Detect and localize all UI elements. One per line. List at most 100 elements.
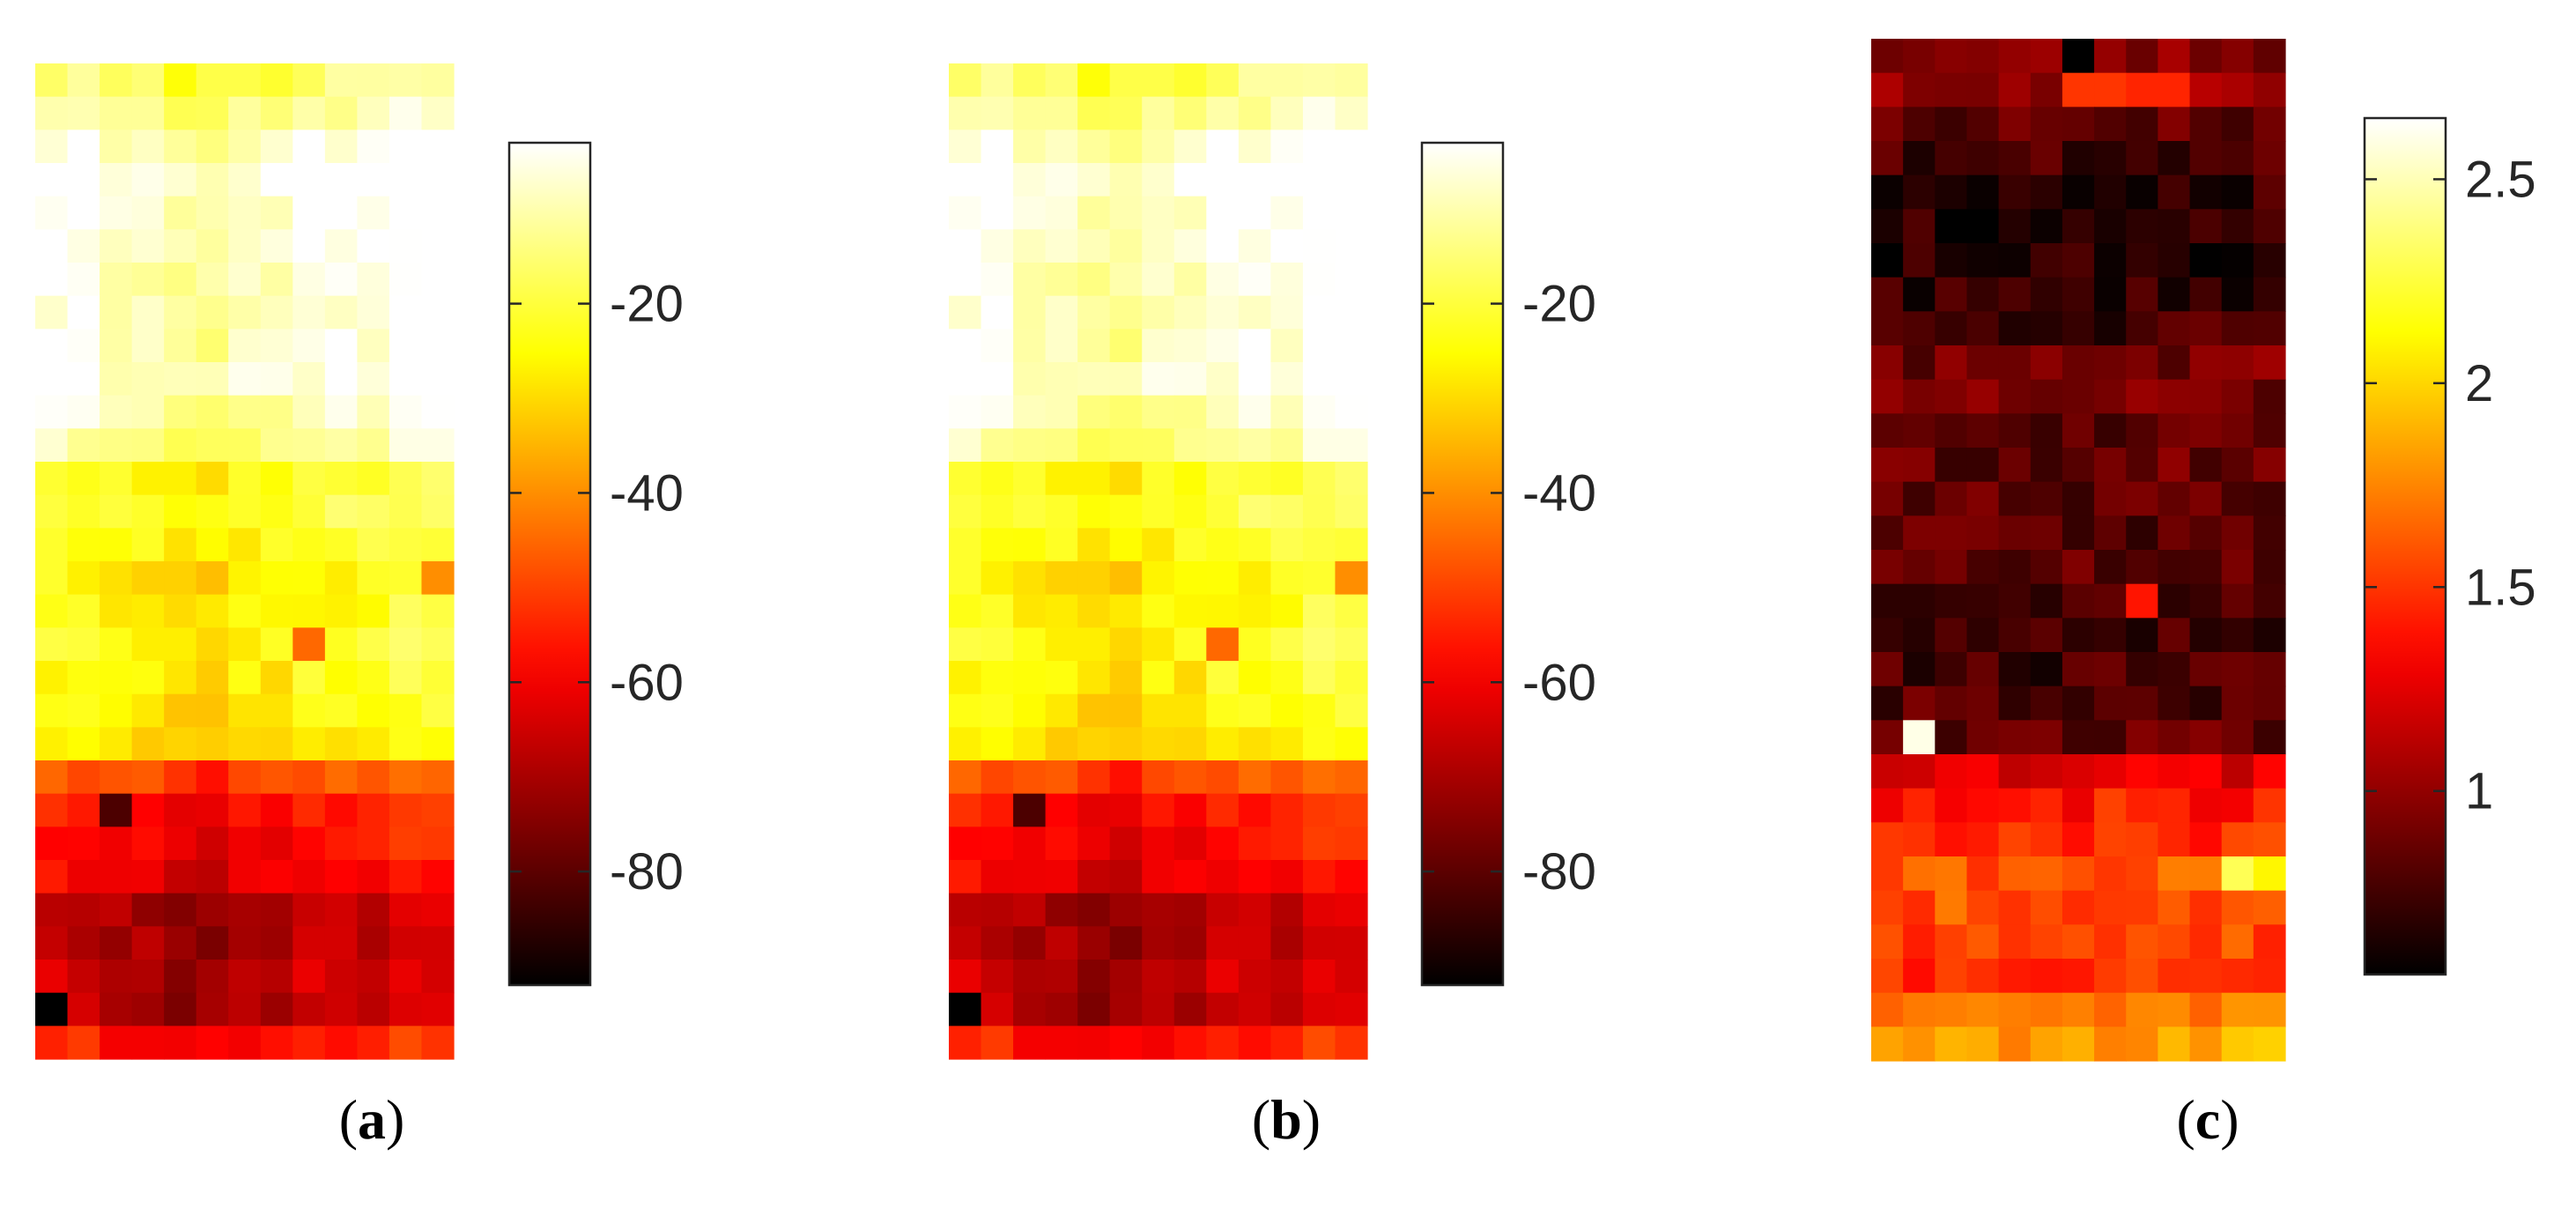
heatmap-cell	[324, 1026, 358, 1060]
heatmap-cell	[1335, 130, 1368, 164]
heatmap-cell	[1173, 395, 1207, 429]
heatmap-cell	[1077, 295, 1111, 330]
heatmap-cell	[1206, 760, 1240, 795]
heatmap-cell	[196, 428, 229, 463]
heatmap-cell	[35, 627, 69, 662]
heatmap-cell	[1206, 893, 1240, 927]
heatmap-cell	[2094, 754, 2127, 789]
heatmap-cell	[1142, 196, 1175, 230]
heatmap-cell	[357, 96, 390, 130]
heatmap-cell	[1077, 362, 1111, 397]
heatmap-cell	[164, 528, 197, 562]
heatmap-cell	[1302, 693, 1336, 728]
heatmap-cell	[981, 693, 1014, 728]
heatmap-cell	[228, 594, 262, 628]
heatmap-cell	[1109, 893, 1143, 927]
heatmap-cell	[981, 295, 1014, 330]
heatmap-cell	[1935, 550, 1968, 585]
heatmap-cell	[2253, 720, 2286, 755]
heatmap-cell	[2126, 107, 2158, 142]
heatmap-cell	[1871, 788, 1904, 823]
heatmap-cell	[981, 1026, 1014, 1060]
heatmap-cell	[421, 263, 455, 297]
heatmap-cell	[260, 63, 293, 98]
heatmap-cell	[1238, 263, 1271, 297]
heatmap-cell	[2189, 856, 2223, 892]
heatmap-cell	[421, 594, 455, 628]
heatmap-cell	[2158, 107, 2191, 142]
heatmap-cell	[2158, 481, 2191, 516]
heatmap-cell	[357, 163, 390, 197]
heatmap-cell	[2158, 448, 2191, 483]
heatmap-cell	[421, 893, 455, 927]
heatmap-cell	[949, 163, 982, 197]
heatmap-cell	[421, 428, 455, 463]
heatmap-cell	[228, 163, 262, 197]
heatmap-cell	[421, 926, 455, 960]
heatmap-cell	[1142, 826, 1175, 861]
heatmap-cell	[1903, 448, 1936, 483]
heatmap-cell	[2221, 686, 2254, 721]
heatmap-cell	[2158, 652, 2191, 687]
heatmap-cell	[292, 494, 326, 529]
heatmap-cell	[67, 362, 100, 397]
heatmap-cell	[131, 428, 165, 463]
heatmap-cell	[2221, 720, 2254, 755]
heatmap-cell	[2189, 107, 2223, 142]
panel-c: 2.5 2 1.5 1 (c)	[1871, 39, 2536, 1151]
heatmap-cell	[1238, 826, 1271, 861]
heatmap-cell	[1206, 594, 1240, 628]
colorbar-tick-label: 2	[2465, 355, 2493, 412]
heatmap-cell	[35, 229, 69, 263]
heatmap-cell	[389, 826, 423, 861]
heatmap-cell	[2126, 481, 2158, 516]
heatmap-cell	[2221, 924, 2254, 960]
heatmap-cell	[131, 163, 165, 197]
heatmap-cell	[1998, 345, 2032, 381]
heatmap-cell	[1302, 1026, 1336, 1060]
heatmap-cell	[292, 528, 326, 562]
heatmap-cell	[164, 196, 197, 230]
heatmap-cell	[2221, 141, 2254, 176]
heatmap-cell	[421, 229, 455, 263]
heatmap-cell	[1045, 561, 1078, 596]
heatmap-cell	[67, 793, 100, 827]
heatmap-cell	[292, 295, 326, 330]
heatmap-cell	[2062, 311, 2095, 346]
heatmap-cell	[1173, 661, 1207, 695]
heatmap-cell	[1966, 686, 2000, 721]
heatmap-cell	[1173, 295, 1207, 330]
heatmap-cell	[2221, 413, 2254, 448]
heatmap-cell	[357, 893, 390, 927]
heatmap-cell	[1077, 661, 1111, 695]
heatmap-cell	[1238, 196, 1271, 230]
heatmap-cell	[1903, 788, 1936, 823]
heatmap-cell	[1302, 96, 1336, 130]
heatmap-cell	[1013, 462, 1047, 496]
heatmap-cell	[389, 395, 423, 429]
heatmap-cell	[1935, 448, 1968, 483]
heatmap-cell	[2094, 72, 2127, 107]
heatmap-cell	[2126, 243, 2158, 278]
heatmap-cell	[1142, 926, 1175, 960]
heatmap-cell	[260, 893, 293, 927]
heatmap-cell	[357, 295, 390, 330]
heatmap-cell	[1173, 992, 1207, 1027]
heatmap-cell	[1109, 329, 1143, 363]
heatmap-cell	[1302, 63, 1336, 98]
heatmap-cell	[1935, 1027, 1968, 1062]
heatmap-cell	[1045, 163, 1078, 197]
heatmap-cell	[164, 428, 197, 463]
heatmap-cell	[260, 661, 293, 695]
heatmap-cell	[100, 329, 133, 363]
heatmap-cell	[357, 462, 390, 496]
heatmap-cell	[67, 826, 100, 861]
heatmap-cell	[2189, 345, 2223, 381]
heatmap-cell	[1935, 141, 1968, 176]
heatmap-cell	[2189, 583, 2223, 619]
heatmap-cell	[1871, 481, 1904, 516]
heatmap-cell	[2221, 890, 2254, 925]
heatmap-cell	[2189, 924, 2223, 960]
heatmap-a	[35, 63, 455, 1060]
heatmap-cell	[1206, 130, 1240, 164]
